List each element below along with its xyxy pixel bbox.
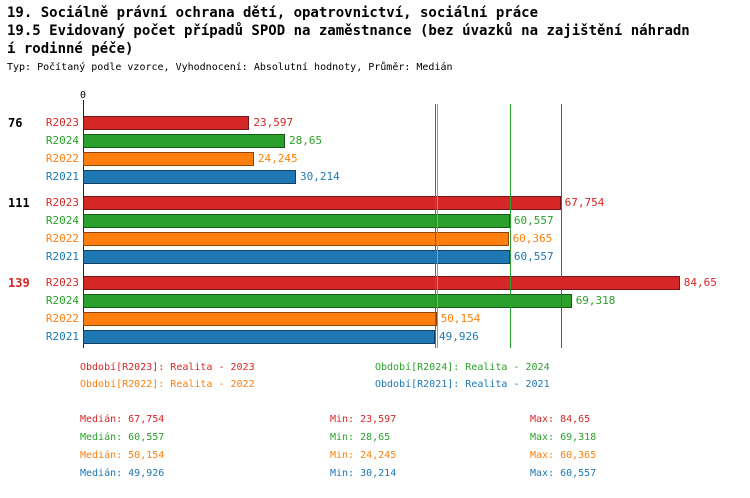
bar-value-label: 50,154	[440, 312, 481, 325]
bar-r2024	[83, 134, 285, 148]
group-label: 76	[8, 116, 23, 130]
bar-r2022	[83, 232, 509, 246]
stat-median-r2021: Medián: 49,926	[80, 468, 165, 479]
legend-item-r2023: Období[R2023]: Realita - 2023	[80, 362, 255, 373]
series-label-r2024: R2024	[45, 294, 79, 307]
bar-value-label: 60,557	[513, 214, 554, 227]
series-label-r2022: R2022	[45, 312, 79, 325]
median-line-r2021	[434, 104, 436, 348]
series-label-r2022: R2022	[45, 232, 79, 245]
series-label-r2023: R2023	[45, 116, 79, 129]
axis-zero-label: 0	[79, 90, 87, 101]
series-label-r2021: R2021	[45, 330, 79, 343]
bar-value-label: 60,365	[512, 232, 553, 245]
group-label: 111	[8, 196, 30, 210]
series-label-r2021: R2021	[45, 250, 79, 263]
bar-value-label: 69,318	[575, 294, 616, 307]
bar-r2021	[83, 250, 510, 264]
bar-r2021	[83, 170, 296, 184]
bar-value-label: 60,557	[513, 250, 554, 263]
bar-value-label: 30,214	[300, 170, 340, 183]
bar-r2022	[83, 312, 437, 326]
bar-value-label: 23,597	[253, 116, 294, 129]
bar-r2024	[83, 294, 572, 308]
bar-value-label: 28,65	[288, 134, 323, 147]
chart-title-line-2: 19.5 Evidovaný počet případů SPOD na zam…	[7, 23, 690, 39]
chart-subtitle: Typ: Počítaný podle vzorce, Vyhodnocení:…	[7, 62, 453, 73]
stat-min-r2021: Min: 30,214	[330, 468, 397, 479]
series-label-r2023: R2023	[45, 276, 79, 289]
bar-value-label: 67,754	[564, 196, 605, 209]
bar-r2023	[83, 276, 680, 290]
median-line-r2023	[560, 104, 562, 348]
stat-min-r2022: Min: 24,245	[330, 450, 397, 461]
series-label-r2024: R2024	[45, 214, 79, 227]
stat-max-r2022: Max: 60,365	[530, 450, 597, 461]
chart-title-line-3: í rodinné péče)	[7, 41, 134, 57]
series-label-r2023: R2023	[45, 196, 79, 209]
bar-value-label: 49,926	[438, 330, 479, 343]
series-label-r2021: R2021	[45, 170, 79, 183]
bar-r2022	[83, 152, 254, 166]
legend-item-r2024: Období[R2024]: Realita - 2024	[375, 362, 550, 373]
group-label: 139	[8, 276, 30, 290]
chart-title-line-1: 19. Sociálně právní ochrana dětí, opatro…	[7, 5, 539, 21]
stat-max-r2024: Max: 69,318	[530, 432, 597, 443]
stat-min-r2024: Min: 28,65	[330, 432, 391, 443]
bar-r2024	[83, 214, 510, 228]
bar-value-label: 84,65	[683, 276, 717, 289]
stat-median-r2023: Medián: 67,754	[80, 414, 165, 425]
median-line-r2022	[436, 104, 438, 348]
legend-item-r2022: Období[R2022]: Realita - 2022	[80, 379, 255, 390]
stat-median-r2022: Medián: 50,154	[80, 450, 165, 461]
stat-min-r2023: Min: 23,597	[330, 414, 397, 425]
bar-value-label: 24,245	[257, 152, 298, 165]
median-line-r2024	[509, 104, 511, 348]
series-label-r2024: R2024	[45, 134, 79, 147]
stat-max-r2023: Max: 84,65	[530, 414, 591, 425]
stat-median-r2024: Medián: 60,557	[80, 432, 165, 443]
legend-item-r2021: Období[R2021]: Realita - 2021	[375, 379, 550, 390]
bar-r2023	[83, 116, 250, 130]
bar-r2021	[83, 330, 435, 344]
stat-max-r2021: Max: 60,557	[530, 468, 597, 479]
bar-r2023	[83, 196, 561, 210]
series-label-r2022: R2022	[45, 152, 79, 165]
